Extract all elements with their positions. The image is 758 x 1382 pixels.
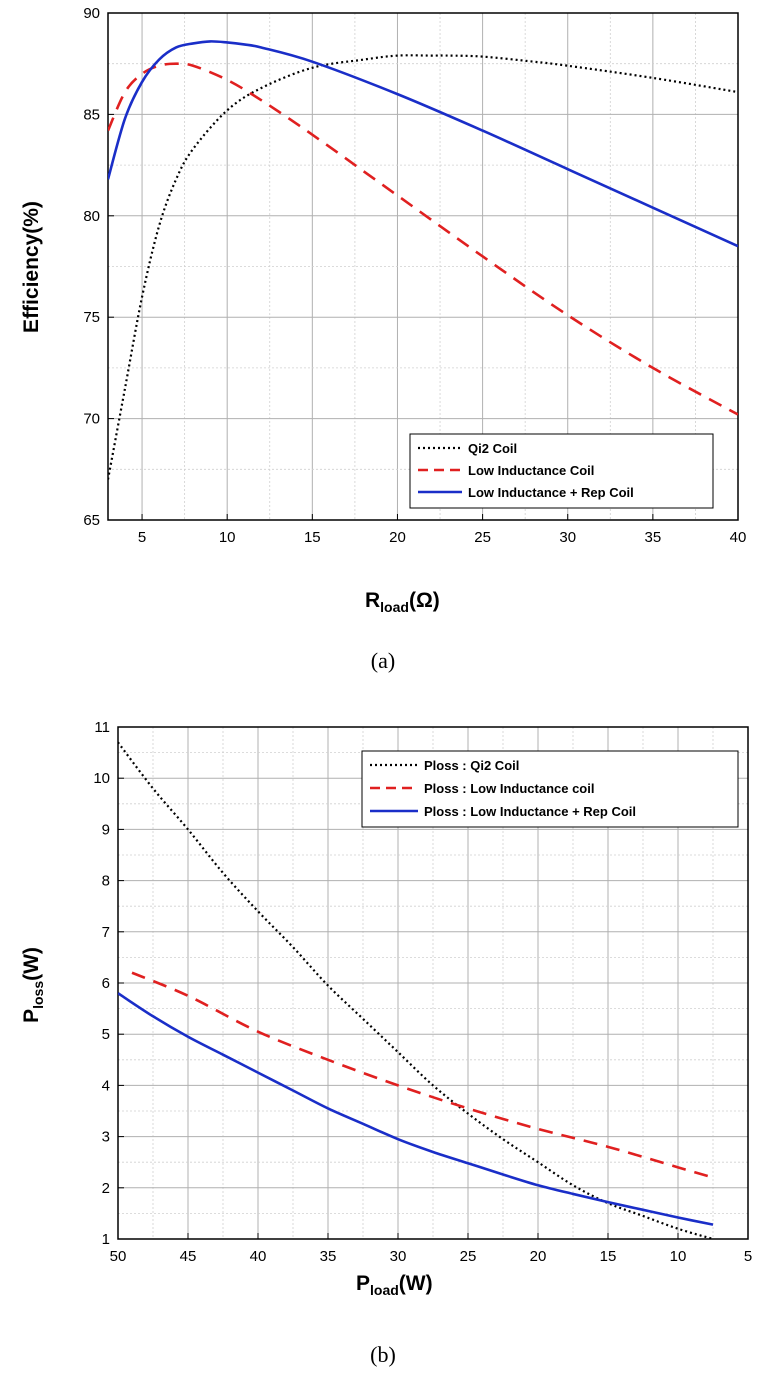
ploss-x-axis-unit: (W) <box>399 1272 433 1295</box>
ploss-y-tick-label: 8 <box>102 873 110 890</box>
efficiency-legend: Qi2 Coil Low Inductance Coil Low Inductanc… <box>409 433 714 509</box>
efficiency-legend-label-2: Low Inductance Coil <box>468 463 594 478</box>
efficiency-x-tick-label: 20 <box>389 529 406 546</box>
efficiency-series-line-2 <box>108 62 738 416</box>
ploss-caption: (b) <box>370 1342 396 1367</box>
ploss-y-tick-label: 1 <box>102 1231 110 1248</box>
ploss-legend-box <box>361 750 739 828</box>
efficiency-y-tick-label: 65 <box>83 512 100 529</box>
efficiency-chart: 5 10 15 20 25 30 35 40 65 70 75 80 85 90 Qi2 Coil Low … <box>20 5 746 673</box>
ploss-y-tick-label: 11 <box>94 719 110 736</box>
ploss-series-line-2 <box>131 971 714 1179</box>
ploss-x-tick-label: 45 <box>180 1248 197 1265</box>
efficiency-y-tick-label: 85 <box>83 106 100 123</box>
ploss-y-axis-title: Ploss(W) <box>20 947 46 1023</box>
efficiency-y-tick-label: 80 <box>83 208 100 225</box>
ploss-x-tick-label: 25 <box>460 1248 477 1265</box>
ploss-y-tick-label: 6 <box>102 975 110 992</box>
efficiency-caption: (a) <box>371 648 395 673</box>
efficiency-x-axis-title: Rload(Ω) <box>365 589 440 615</box>
ploss-y-tick-label: 7 <box>102 924 110 941</box>
efficiency-x-tick-label: 25 <box>474 529 491 546</box>
ploss-x-axis-title: Pload(W) <box>356 1272 433 1298</box>
ploss-x-axis-main: P <box>356 1272 370 1295</box>
ploss-x-tick-label: 20 <box>530 1248 547 1265</box>
efficiency-legend-box <box>409 433 714 509</box>
ploss-x-axis-sub: load <box>370 1282 399 1298</box>
efficiency-x-tick-label: 5 <box>138 529 146 546</box>
ploss-y-tick-label: 9 <box>102 821 110 838</box>
efficiency-series <box>108 40 738 480</box>
ploss-y-tick-label: 3 <box>102 1129 110 1146</box>
ploss-x-tick-label: 5 <box>744 1248 752 1265</box>
efficiency-x-axis-unit: (Ω) <box>409 589 440 612</box>
efficiency-y-tick-label: 75 <box>83 309 100 326</box>
efficiency-legend-label-1: Qi2 Coil <box>468 441 517 456</box>
ploss-legend: Ploss : Qi2 Coil Ploss : Low Inductance c… <box>361 750 739 828</box>
ploss-legend-label-3: Ploss : Low Inductance + Rep Coil <box>424 804 636 819</box>
efficiency-x-tick-label: 40 <box>730 529 747 546</box>
efficiency-series-line-3 <box>108 40 738 248</box>
ploss-x-tick-label: 30 <box>390 1248 407 1265</box>
ploss-y-tick-label: 5 <box>102 1026 110 1043</box>
efficiency-legend-label-3: Low Inductance + Rep Coil <box>468 485 634 500</box>
ploss-series-line-1 <box>118 741 714 1239</box>
ploss-series-line-3 <box>118 992 714 1226</box>
ploss-x-tick-label: 35 <box>320 1248 337 1265</box>
efficiency-plot-frame <box>107 12 739 521</box>
efficiency-x-tick-label: 10 <box>219 529 236 546</box>
ploss-y-axis-sub: loss <box>30 981 46 1009</box>
ploss-y-tick-label: 4 <box>102 1077 110 1094</box>
efficiency-ticks: 5 10 15 20 25 30 35 40 65 70 75 80 85 90 <box>83 5 746 546</box>
ploss-y-tick-label: 2 <box>102 1180 110 1197</box>
efficiency-y-axis-title: Efficiency(%) <box>20 201 43 333</box>
efficiency-x-axis-sub: load <box>380 599 409 615</box>
ploss-legend-label-2: Ploss : Low Inductance coil <box>424 781 594 796</box>
efficiency-series-line-1 <box>108 54 738 480</box>
efficiency-x-axis-main: R <box>365 589 380 612</box>
ploss-x-tick-label: 10 <box>670 1248 687 1265</box>
ploss-series <box>118 741 714 1239</box>
efficiency-x-tick-label: 15 <box>304 529 321 546</box>
ploss-x-tick-label: 50 <box>110 1248 127 1265</box>
ploss-legend-label-1: Ploss : Qi2 Coil <box>424 758 519 773</box>
ploss-x-tick-label: 40 <box>250 1248 267 1265</box>
efficiency-x-tick-label: 30 <box>559 529 576 546</box>
ploss-y-axis-main: P <box>20 1009 43 1023</box>
ploss-y-axis-unit: (W) <box>20 947 43 981</box>
efficiency-x-tick-label: 35 <box>645 529 662 546</box>
ploss-x-tick-label: 15 <box>600 1248 617 1265</box>
efficiency-y-tick-label: 90 <box>83 5 100 22</box>
efficiency-y-tick-label: 70 <box>83 411 100 428</box>
ploss-y-tick-label: 10 <box>93 770 110 787</box>
